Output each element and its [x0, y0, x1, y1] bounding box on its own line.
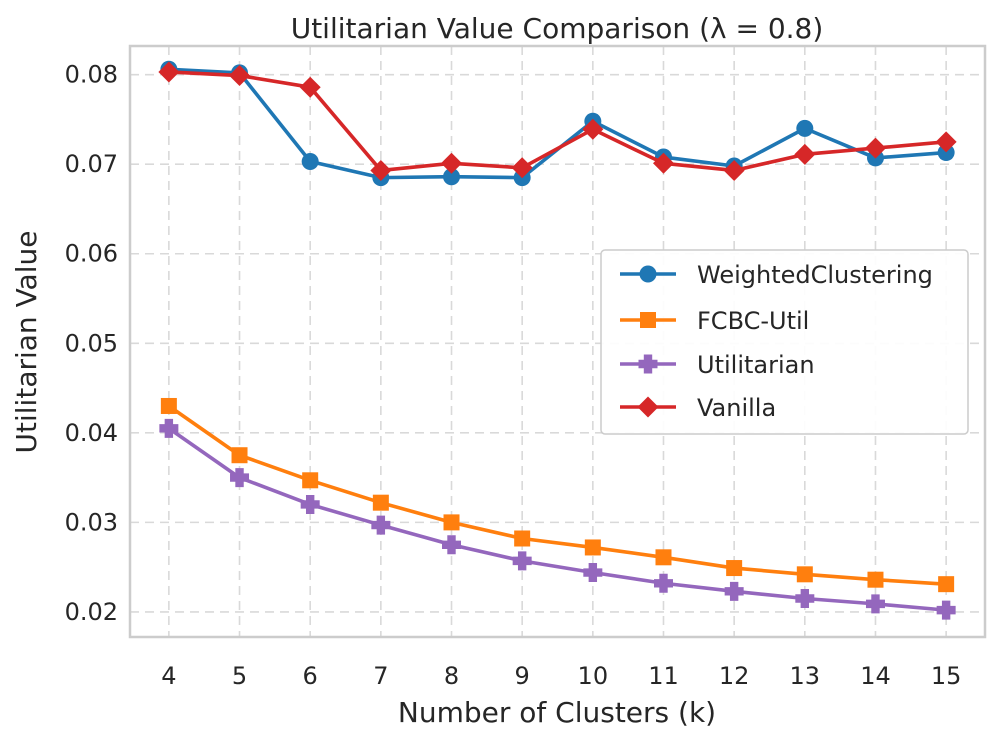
data-point-utilitarian: [583, 563, 603, 583]
data-point-fcbc-util: [302, 472, 319, 489]
x-tick-label: 4: [161, 662, 176, 690]
data-point-utilitarian: [512, 551, 532, 571]
x-tick-label: 9: [515, 662, 530, 690]
y-tick-label: 0.05: [65, 329, 118, 357]
data-point-utilitarian: [159, 418, 179, 438]
data-point-weightedclustering: [937, 144, 955, 162]
data-point-utilitarian: [724, 581, 744, 601]
legend-item-vanilla[interactable]: Vanilla: [620, 394, 776, 422]
x-tick-label: 6: [303, 662, 318, 690]
legend-item-fcbc-util[interactable]: FCBC-Util: [620, 307, 809, 335]
data-point-fcbc-util: [867, 571, 884, 588]
x-tick-label: 10: [578, 662, 609, 690]
x-tick-label: 5: [232, 662, 247, 690]
data-point-fcbc-util: [796, 566, 813, 583]
data-point-vanilla: [299, 76, 321, 98]
data-point-vanilla: [652, 152, 674, 174]
data-point-utilitarian: [371, 515, 391, 535]
legend-marker-utilitarian: [638, 354, 658, 374]
legend-item-utilitarian[interactable]: Utilitarian: [620, 351, 815, 379]
series-utilitarian: [159, 418, 956, 620]
legend-label-weightedclustering: WeightedClustering: [697, 261, 933, 289]
legend-marker-weightedclustering: [639, 265, 657, 283]
data-point-utilitarian: [230, 468, 250, 488]
x-tick-label: 15: [931, 662, 962, 690]
legend-marker-fcbc-util: [640, 312, 656, 328]
y-tick-label: 0.06: [65, 240, 118, 268]
data-point-fcbc-util: [726, 560, 743, 577]
data-point-vanilla: [864, 137, 886, 159]
data-point-utilitarian: [865, 594, 885, 614]
legend-label-vanilla: Vanilla: [697, 394, 776, 422]
data-point-fcbc-util: [160, 397, 177, 414]
series-line-vanilla: [168, 70, 947, 173]
legend[interactable]: WeightedClustering FCBC-Util Utilitarian Va…: [600, 249, 969, 435]
y-tick-label: 0.04: [65, 419, 118, 447]
series-line-weightedclustering: [168, 67, 947, 180]
data-point-weightedclustering: [301, 153, 319, 171]
x-axis-title: Number of Clusters (k): [398, 696, 716, 729]
chart-title: Utilitarian Value Comparison (λ = 0.8): [291, 12, 824, 45]
series-line-fcbc-util: [167, 404, 947, 586]
data-point-weightedclustering: [443, 168, 461, 186]
x-tick-label: 11: [648, 662, 679, 690]
data-point-vanilla: [794, 143, 816, 165]
legend-label-fcbc-util: FCBC-Util: [697, 307, 809, 335]
data-point-fcbc-util: [443, 514, 460, 531]
x-tick-label: 13: [790, 662, 821, 690]
data-point-fcbc-util: [514, 530, 531, 547]
y-axis-ticks: 0.02 0.03 0.04 0.05 0.06 0.07 0.08: [65, 61, 118, 626]
data-point-vanilla: [935, 131, 957, 153]
x-tick-label: 8: [444, 662, 459, 690]
series-vanilla: [158, 61, 957, 181]
y-tick-label: 0.02: [65, 598, 118, 626]
y-tick-label: 0.08: [65, 61, 118, 89]
legend-label-utilitarian: Utilitarian: [697, 351, 815, 379]
y-tick-label: 0.07: [65, 150, 118, 178]
data-point-utilitarian: [936, 600, 956, 620]
x-tick-label: 14: [860, 662, 891, 690]
x-axis-ticks: 4 5 6 7 8 9 10 11 12 13 14 15: [161, 662, 961, 690]
y-axis-title: Utilitarian Value: [10, 231, 43, 454]
y-tick-label: 0.03: [65, 508, 118, 536]
legend-item-weightedclustering[interactable]: WeightedClustering: [620, 261, 933, 289]
legend-box: [600, 249, 969, 435]
series-weightedclustering: [160, 60, 955, 187]
data-point-vanilla: [229, 65, 251, 87]
data-point-weightedclustering: [796, 119, 814, 137]
data-point-vanilla: [370, 159, 392, 181]
data-point-utilitarian: [300, 494, 320, 514]
data-point-fcbc-util: [231, 447, 248, 464]
data-point-utilitarian: [795, 588, 815, 608]
data-point-vanilla: [582, 118, 604, 140]
series-line-utilitarian: [167, 426, 947, 612]
data-point-fcbc-util: [372, 494, 389, 511]
data-point-vanilla: [511, 157, 533, 179]
data-point-vanilla: [723, 159, 745, 181]
series-fcbc-util: [160, 397, 955, 593]
data-point-vanilla: [441, 152, 463, 174]
x-tick-label: 7: [373, 662, 388, 690]
series-layer: [158, 60, 957, 620]
legend-marker-vanilla: [637, 396, 659, 418]
x-tick-label: 12: [719, 662, 750, 690]
data-point-fcbc-util: [655, 549, 672, 566]
data-point-fcbc-util: [584, 539, 601, 556]
data-point-fcbc-util: [938, 576, 955, 593]
data-point-utilitarian: [653, 573, 673, 593]
plot-frame: [128, 44, 987, 639]
data-point-utilitarian: [442, 535, 462, 555]
data-point-vanilla: [158, 61, 180, 83]
